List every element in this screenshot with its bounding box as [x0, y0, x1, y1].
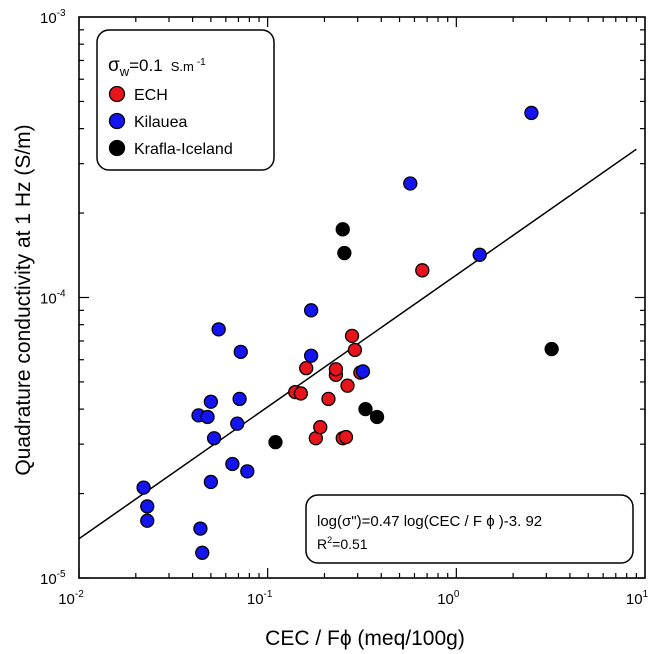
data-point-kilauea — [225, 456, 240, 472]
data-point-kilauea — [203, 474, 219, 490]
x-tick-label: 100 — [437, 589, 460, 608]
r-squared-base: R — [317, 536, 327, 552]
y-tick-exp: -3 — [57, 8, 66, 19]
r-squared: R2=0.51 — [317, 535, 368, 552]
legend-marker-kilauea — [108, 112, 126, 130]
legend-header-subscript: w — [119, 64, 130, 79]
data-point-kilauea — [233, 344, 248, 360]
data-point-ech — [415, 263, 430, 278]
x-tick-label: 10-1 — [247, 589, 273, 608]
data-points-group — [136, 105, 559, 560]
data-point-krafla-iceland — [268, 435, 283, 450]
data-point-ech — [344, 328, 360, 343]
legend-marker-ech — [108, 85, 126, 103]
data-point-kilauea — [472, 247, 487, 262]
data-point-ech — [340, 378, 355, 393]
x-tick-base: 10 — [247, 591, 264, 608]
legend-marker-krafla-iceland — [108, 139, 126, 157]
legend-header-unit-exp: -1 — [197, 57, 206, 68]
data-point-kilauea — [303, 348, 319, 363]
data-point-ech — [338, 429, 354, 445]
legend: σw=0.1 S.m -1 ECH Kilauea Krafla-Iceland — [96, 29, 275, 171]
legend-header-unit: S.m — [171, 59, 194, 74]
data-point-krafla-iceland — [335, 222, 350, 237]
fit-equation-box: log(σ")=0.47 log(CEC / F ϕ )-3. 92 R2=0.… — [305, 494, 634, 564]
x-tick-exp: -1 — [264, 589, 273, 600]
data-point-kilauea — [203, 394, 219, 409]
data-point-kilauea — [136, 480, 151, 495]
data-point-kilauea — [524, 105, 539, 121]
y-tick-exp: -5 — [57, 569, 66, 580]
legend-header-value: =0.1 — [129, 56, 163, 75]
legend-box — [96, 29, 275, 171]
y-tick-base: 10 — [40, 291, 57, 308]
data-point-ech — [347, 342, 363, 358]
legend-label-kilauea: Kilauea — [134, 114, 187, 131]
data-point-kilauea — [140, 513, 155, 528]
r-squared-value: =0.51 — [332, 536, 368, 552]
data-point-kilauea — [355, 364, 371, 379]
y-tick-label: 10-5 — [40, 569, 66, 588]
data-point-kilauea — [232, 391, 247, 407]
fit-equation: log(σ")=0.47 log(CEC / F ϕ )-3. 92 — [317, 513, 542, 530]
data-point-kilauea — [303, 303, 319, 318]
y-tick-base: 10 — [40, 571, 57, 588]
x-tick-exp: 1 — [643, 589, 649, 600]
y-tick-exp: -4 — [57, 289, 66, 300]
data-point-kilauea — [140, 499, 155, 514]
data-point-kilauea — [206, 431, 222, 446]
data-point-kilauea — [240, 464, 255, 479]
y-axis-title: Quadrature conductivity at 1 Hz (S/m) — [12, 124, 35, 475]
equation-box-frame — [305, 494, 634, 564]
data-point-krafla-iceland — [337, 245, 352, 261]
x-tick-base: 10 — [58, 591, 75, 608]
legend-header: σw=0.1 S.m -1 — [108, 55, 206, 79]
x-tick-exp: -2 — [75, 589, 84, 600]
x-tick-label: 10-2 — [58, 589, 84, 608]
data-point-kilauea — [200, 409, 215, 425]
legend-label-krafla-iceland: Krafla-Iceland — [134, 141, 233, 158]
data-point-kilauea — [403, 176, 418, 191]
data-point-kilauea — [230, 416, 245, 431]
data-point-krafla-iceland — [358, 401, 373, 417]
y-tick-base: 10 — [40, 10, 57, 27]
data-point-kilauea — [193, 521, 208, 536]
r-squared-exp: 2 — [327, 535, 332, 545]
data-point-kilauea — [211, 322, 226, 337]
data-point-krafla-iceland — [544, 341, 559, 357]
y-tick-label: 10-4 — [40, 289, 66, 308]
data-point-ech — [328, 362, 344, 377]
x-axis-title: CEC / Fϕ (meq/100g) — [265, 627, 465, 650]
legend-header-sigma: σ — [108, 55, 120, 76]
x-tick-label: 101 — [626, 589, 649, 608]
data-point-ech — [293, 386, 309, 401]
x-tick-exp: 0 — [454, 589, 460, 600]
data-point-krafla-iceland — [369, 409, 385, 425]
data-point-ech — [321, 391, 336, 407]
data-point-kilauea — [195, 545, 210, 560]
legend-label-ech: ECH — [134, 87, 168, 104]
x-tick-base: 10 — [626, 591, 643, 608]
data-point-ech — [313, 419, 328, 435]
data-point-ech — [299, 360, 314, 376]
x-tick-base: 10 — [437, 591, 454, 608]
legend-entries: ECH Kilauea Krafla-Iceland — [108, 85, 233, 158]
y-tick-label: 10-3 — [40, 8, 66, 27]
